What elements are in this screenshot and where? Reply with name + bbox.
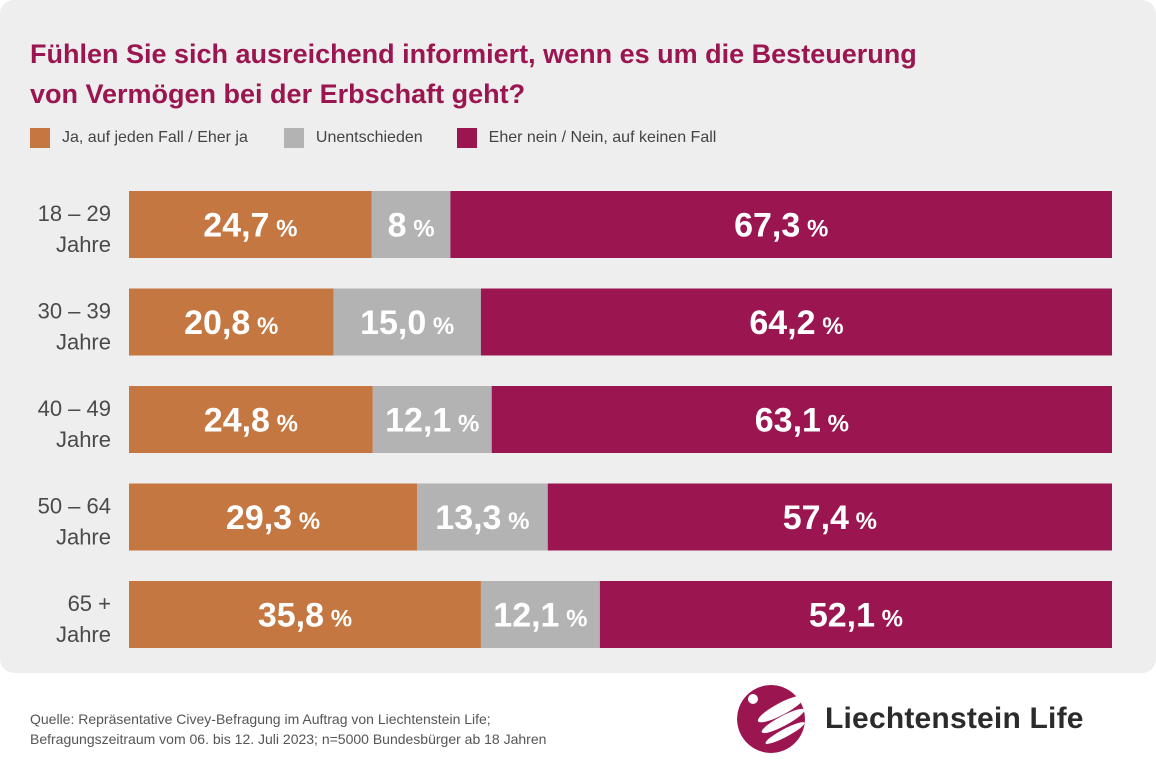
legend-label-yes: Ja, auf jeden Fall / Eher ja bbox=[62, 129, 248, 146]
legend-swatch-yes bbox=[30, 128, 50, 148]
row-label-line1: 30 – 39 bbox=[38, 299, 111, 324]
legend-label-no: Eher nein / Nein, auf keinen Fall bbox=[488, 129, 717, 146]
legend-label-undecided: Unentschieden bbox=[315, 129, 423, 146]
source-line1: Quelle: Repräsentative Civey-Befragung i… bbox=[30, 711, 491, 727]
bar-segment-no bbox=[491, 386, 1112, 453]
row-label-line2: Jahre bbox=[56, 427, 111, 452]
bar-segment-yes bbox=[129, 386, 373, 453]
row-label-line2: Jahre bbox=[56, 232, 111, 257]
bar-segment-no bbox=[480, 288, 1112, 356]
row-label-line2: Jahre bbox=[56, 525, 111, 550]
legend-item-yes: Ja, auf jeden Fall / Eher ja bbox=[30, 128, 248, 148]
bar-segment-undecided bbox=[371, 191, 451, 258]
legend: Ja, auf jeden Fall / Eher ja Unentschied… bbox=[30, 128, 744, 148]
bar-segment-undecided bbox=[417, 483, 548, 551]
brand-logo: Liechtenstein Life bbox=[735, 683, 1084, 755]
bar-segment-undecided bbox=[480, 581, 600, 648]
chart-title-line1: Fühlen Sie sich ausreichend informiert, … bbox=[30, 39, 917, 69]
bar-segment-undecided bbox=[333, 288, 481, 356]
row-label-line2: Jahre bbox=[56, 330, 111, 355]
data-label-undecided: 13,3 % bbox=[435, 499, 529, 537]
bar-segment-yes bbox=[129, 191, 372, 258]
legend-item-undecided: Unentschieden bbox=[283, 128, 423, 148]
row-label-line1: 18 – 29 bbox=[38, 201, 111, 226]
legend-item-no: Eher nein / Nein, auf keinen Fall bbox=[456, 128, 717, 148]
legend-swatch-undecided bbox=[283, 128, 304, 148]
bar-segment-yes bbox=[129, 581, 481, 648]
chart-title: Fühlen Sie sich ausreichend informiert, … bbox=[30, 34, 1030, 114]
source-note: Quelle: Repräsentative Civey-Befragung i… bbox=[30, 709, 546, 749]
data-label-yes: 29,3 % bbox=[226, 499, 320, 537]
sphere-logo-icon bbox=[737, 685, 805, 753]
bar-segment-no bbox=[599, 581, 1112, 648]
bar-segment-no bbox=[547, 483, 1112, 551]
row-label-line1: 40 – 49 bbox=[38, 396, 111, 421]
data-label-no: 52,1 % bbox=[809, 597, 903, 635]
bar-segment-undecided bbox=[372, 386, 492, 453]
bar-segment-no bbox=[450, 191, 1112, 258]
source-line2: Befragungszeitraum vom 06. bis 12. Juli … bbox=[30, 731, 547, 747]
row-label-line1: 65 + bbox=[68, 591, 111, 616]
chart-title-line2: von Vermögen bei der Erbschaft geht? bbox=[30, 79, 526, 109]
brand-name: Liechtenstein Life bbox=[825, 702, 1084, 735]
bar-segment-yes bbox=[129, 483, 418, 551]
row-label-line2: Jahre bbox=[56, 622, 111, 647]
data-label-undecided: 12,1 % bbox=[385, 402, 479, 440]
legend-swatch-no bbox=[456, 128, 477, 148]
row-label-line1: 50 – 64 bbox=[38, 494, 111, 519]
bar-segment-yes bbox=[129, 288, 334, 356]
